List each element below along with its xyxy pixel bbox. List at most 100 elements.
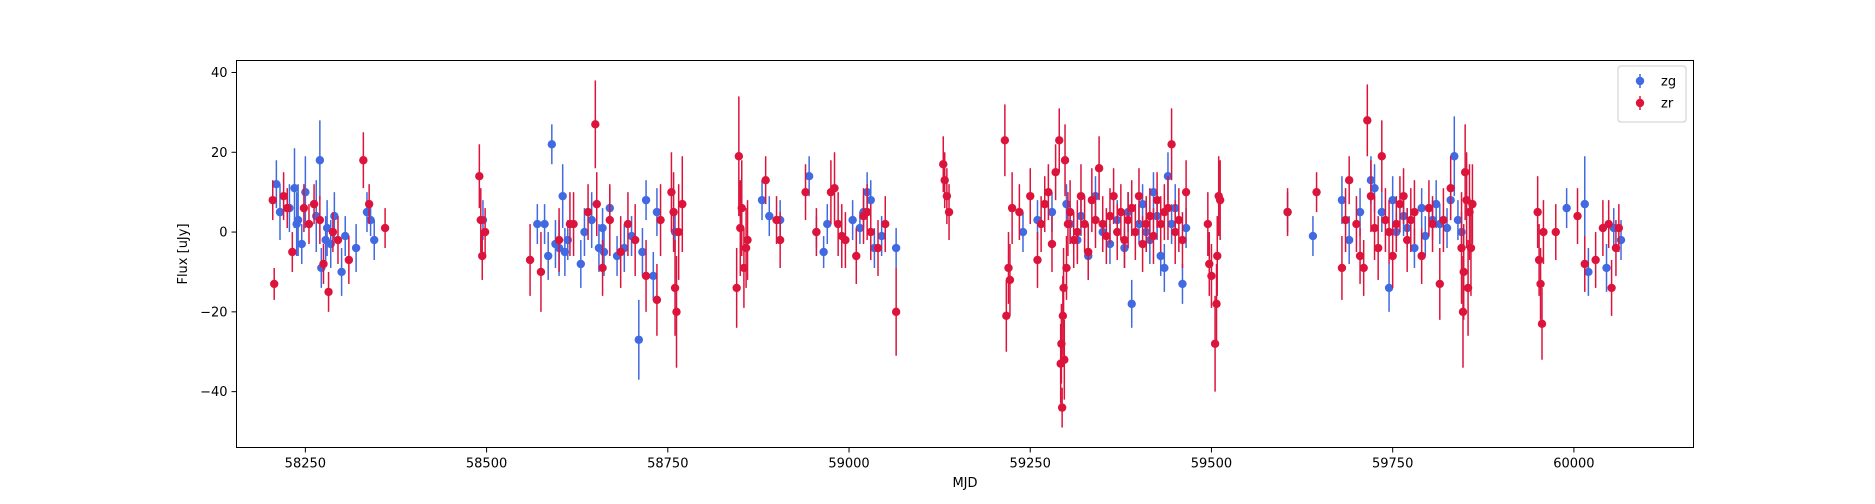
data-point-zr	[1580, 259, 1589, 269]
data-point-zr	[1002, 311, 1011, 321]
data-point-zr	[344, 255, 354, 265]
data-point-zr	[1007, 203, 1017, 213]
data-point-zg	[891, 243, 901, 253]
data-point-zg	[848, 215, 857, 225]
data-point-zr	[536, 267, 546, 277]
data-point-zr	[380, 223, 390, 233]
data-point-zr	[1060, 156, 1070, 165]
data-point-zr	[1536, 279, 1545, 289]
y-tick-label: 20	[211, 146, 228, 161]
data-point-zr	[319, 259, 328, 269]
data-point-zr	[841, 235, 850, 245]
data-point-zr	[1040, 199, 1049, 209]
data-point-zr	[866, 227, 875, 237]
data-point-zr	[1337, 263, 1347, 273]
data-point-zr	[678, 199, 687, 209]
data-point-zr	[1120, 235, 1129, 245]
data-point-zr	[1171, 227, 1180, 237]
data-point-zr	[1392, 219, 1401, 229]
data-point-zg	[272, 179, 281, 189]
data-point-zr	[1205, 259, 1214, 269]
y-tick-label: −20	[200, 305, 227, 320]
data-point-zr	[1062, 263, 1071, 273]
data-point-zg	[765, 211, 774, 221]
data-point-zr	[1134, 191, 1144, 201]
data-point-zr	[1539, 227, 1548, 237]
data-point-zr	[1604, 219, 1613, 229]
data-point-zg	[1442, 223, 1452, 233]
data-point-zr	[1210, 339, 1220, 348]
data-point-zg	[855, 223, 865, 233]
data-point-zr	[833, 219, 843, 229]
data-point-zr	[1573, 211, 1582, 221]
data-point-zg	[1149, 187, 1158, 197]
data-point-zr	[1026, 191, 1035, 201]
data-point-zg	[297, 239, 306, 249]
data-point-zr	[881, 219, 890, 229]
data-point-zg	[543, 251, 553, 261]
data-point-zr	[269, 279, 279, 289]
data-point-zr	[1094, 164, 1104, 173]
data-point-zr	[1611, 243, 1621, 253]
data-point-zg	[649, 271, 658, 281]
legend-label: zg	[1661, 75, 1676, 90]
data-point-zg	[877, 231, 886, 241]
data-point-zr	[1466, 243, 1476, 253]
data-point-zr	[1181, 187, 1191, 197]
data-point-zr	[1439, 215, 1448, 225]
data-point-zg	[1047, 207, 1057, 217]
data-point-zr	[942, 191, 952, 201]
data-point-zg	[1178, 279, 1187, 289]
data-point-zg	[587, 215, 596, 225]
x-tick-label: 59000	[828, 457, 869, 472]
data-point-zr	[1213, 251, 1222, 261]
data-point-zr	[1084, 247, 1093, 257]
data-point-zr	[1406, 215, 1415, 225]
x-tick-label: 58750	[647, 457, 688, 472]
data-point-zr	[1123, 215, 1133, 225]
data-point-zr	[525, 255, 535, 265]
data-point-zr	[1463, 283, 1473, 293]
data-point-zr	[1069, 235, 1078, 245]
data-point-zr	[1152, 195, 1162, 205]
x-axis-ticks: 58250 58500 58750 59000 59250 59500 59750 60000	[285, 447, 1595, 472]
data-point-zg	[1584, 267, 1593, 277]
data-point-zr	[652, 295, 662, 305]
data-point-zr	[1388, 251, 1397, 261]
data-point-zr	[1207, 271, 1216, 281]
data-point-zr	[315, 215, 325, 225]
data-point-zr	[328, 227, 338, 237]
data-point-zr	[268, 195, 277, 205]
data-point-zg	[1355, 207, 1365, 217]
data-point-zr	[623, 219, 633, 229]
data-point-zg	[1616, 235, 1626, 245]
data-point-zr	[1399, 191, 1408, 201]
data-point-zr	[1370, 223, 1379, 233]
data-point-zr	[1457, 243, 1466, 253]
data-point-zg	[351, 243, 361, 253]
data-point-zr	[1424, 203, 1434, 213]
data-point-zg	[1450, 152, 1459, 161]
data-point-zr	[304, 219, 314, 229]
data-point-zg	[563, 235, 572, 245]
data-point-zr	[1055, 136, 1064, 145]
data-point-zr	[1127, 203, 1136, 213]
data-point-zg	[1602, 263, 1611, 273]
data-point-zr	[812, 227, 821, 237]
legend: zg zr	[1617, 65, 1687, 123]
data-point-zr	[279, 191, 288, 201]
y-tick-label: 0	[219, 226, 227, 241]
data-point-zr	[1087, 195, 1097, 205]
data-point-zg	[315, 156, 325, 165]
data-point-zr	[732, 283, 741, 293]
data-point-zg	[290, 183, 299, 193]
x-tick-label: 59500	[1191, 457, 1232, 472]
data-point-zr	[672, 307, 681, 317]
legend-box	[1617, 65, 1687, 123]
data-point-zr	[1410, 207, 1419, 217]
series-zr	[268, 80, 1624, 428]
x-tick-label: 60000	[1553, 457, 1594, 472]
data-point-zr	[598, 263, 607, 273]
data-point-zr	[852, 251, 861, 261]
data-point-zr	[669, 207, 678, 217]
